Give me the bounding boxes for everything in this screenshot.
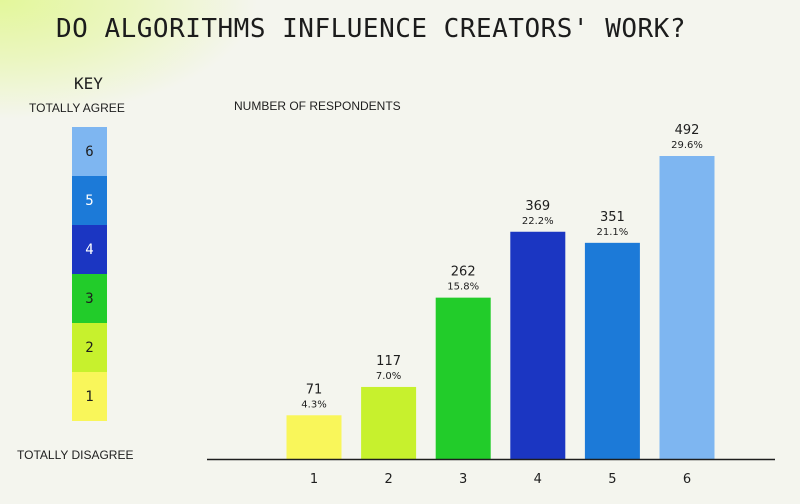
x-tick-label-2: 2 bbox=[384, 472, 392, 487]
bar-3 bbox=[435, 297, 491, 459]
bar-2 bbox=[361, 386, 417, 459]
x-tick-label-6: 6 bbox=[683, 472, 691, 487]
key-swatch-1: 1 bbox=[72, 372, 107, 421]
bar-6 bbox=[659, 156, 715, 459]
value-label-1: 71 bbox=[306, 382, 323, 397]
key-bottom-label: TOTALLY DISAGREE bbox=[17, 448, 134, 462]
percent-label-3: 15.8% bbox=[447, 282, 479, 293]
key-swatch-6: 6 bbox=[72, 127, 107, 176]
y-axis-title: NUMBER OF RESPONDENTS bbox=[234, 99, 401, 113]
bar-4 bbox=[510, 231, 566, 459]
x-tick-label-5: 5 bbox=[608, 472, 616, 487]
chart-title: DO ALGORITHMS INFLUENCE CREATORS' WORK? bbox=[56, 14, 686, 44]
value-label-5: 351 bbox=[600, 210, 625, 225]
x-tick-label-1: 1 bbox=[310, 472, 318, 487]
key-swatch-5: 5 bbox=[72, 176, 107, 225]
value-label-3: 262 bbox=[451, 265, 476, 280]
key-swatch-4: 4 bbox=[72, 225, 107, 274]
percent-label-6: 29.6% bbox=[671, 140, 703, 151]
value-label-4: 369 bbox=[525, 199, 550, 214]
percent-label-1: 4.3% bbox=[301, 399, 326, 410]
key-title: KEY bbox=[74, 74, 103, 93]
value-label-6: 492 bbox=[675, 123, 700, 138]
percent-label-5: 21.1% bbox=[597, 227, 629, 238]
x-tick-label-3: 3 bbox=[459, 472, 467, 487]
value-label-2: 117 bbox=[376, 354, 401, 369]
bar-1 bbox=[286, 415, 342, 459]
percent-label-4: 22.2% bbox=[522, 216, 554, 227]
key-swatch-2: 2 bbox=[72, 323, 107, 372]
bar-5 bbox=[584, 242, 640, 459]
x-tick-label-4: 4 bbox=[534, 472, 542, 487]
percent-label-2: 7.0% bbox=[376, 371, 401, 382]
key-swatch-3: 3 bbox=[72, 274, 107, 323]
corner-glow bbox=[0, 0, 260, 120]
key-top-label: TOTALLY AGREE bbox=[29, 101, 125, 115]
